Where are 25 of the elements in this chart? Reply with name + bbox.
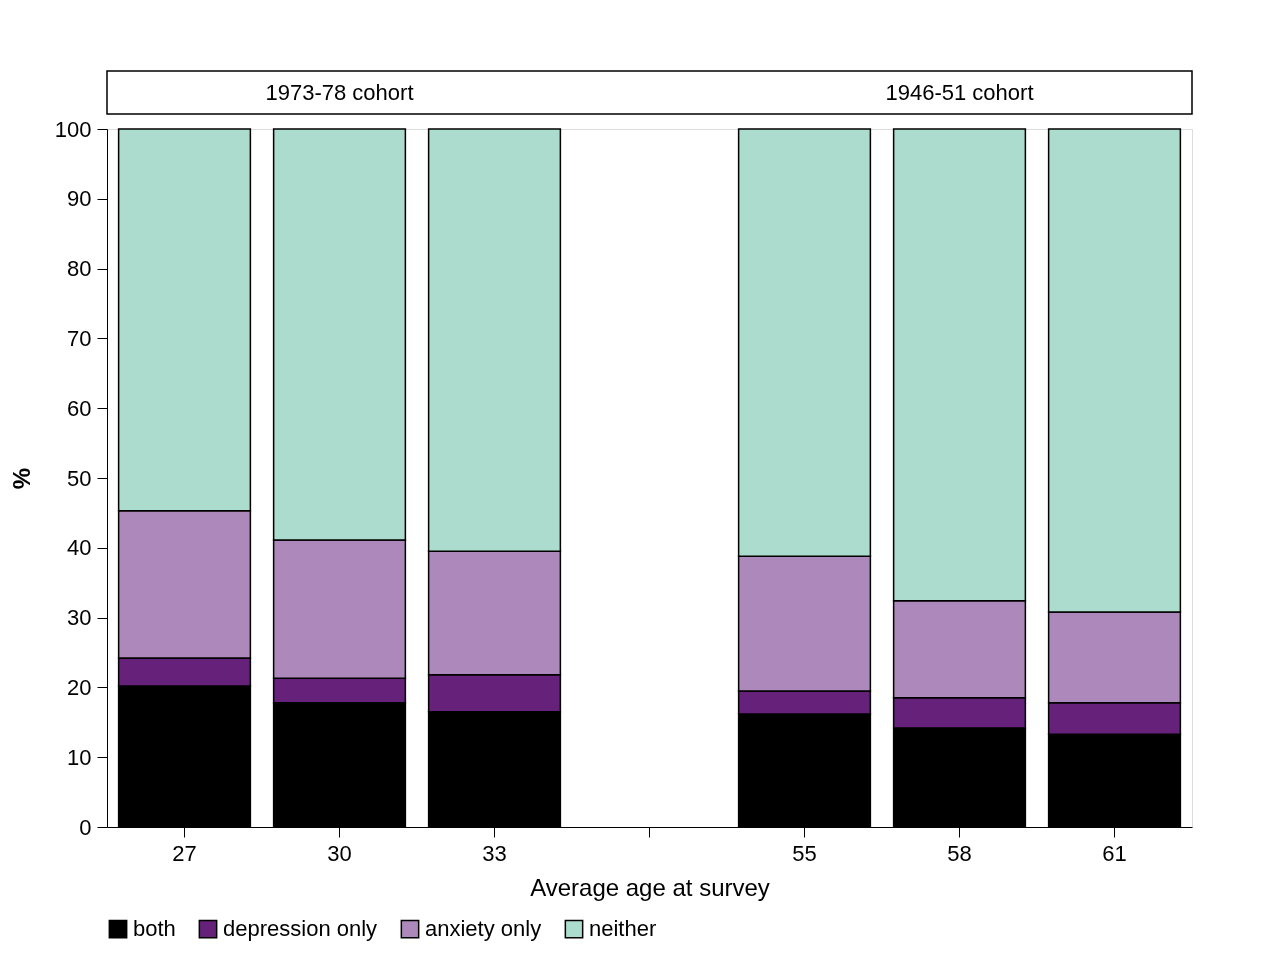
legend-label: anxiety only (425, 916, 542, 942)
y-tick-label: 30 (67, 605, 92, 631)
y-tick-label: 90 (67, 186, 92, 212)
y-tick-label: 10 (67, 744, 92, 770)
text: 1973-78 cohort (265, 80, 414, 105)
legend-label: depression only (223, 916, 378, 942)
x-tick-label: 33 (482, 840, 507, 866)
x-tick-label: 55 (792, 840, 817, 866)
x-tick-label: 61 (1102, 840, 1127, 866)
legend-label: both (133, 916, 176, 942)
y-tick-label: 60 (67, 395, 92, 421)
y-tick-label: 0 (79, 814, 92, 840)
x-axis-title: Average age at survey (530, 873, 770, 901)
y-tick-label: 20 (67, 674, 92, 700)
legend-label: neither (589, 916, 657, 942)
y-tick-label: 80 (67, 256, 92, 282)
x-tick-label: 58 (947, 840, 972, 866)
text: 1946-51 cohort (885, 80, 1034, 105)
y-axis-title: % (7, 467, 35, 490)
y-tick-label: 70 (67, 325, 92, 351)
x-tick-label: 27 (172, 840, 197, 866)
y-tick-label: 40 (67, 535, 92, 561)
y-tick-label: 50 (67, 465, 92, 491)
x-tick-label: 30 (327, 840, 352, 866)
y-tick-label: 100 (54, 116, 92, 142)
